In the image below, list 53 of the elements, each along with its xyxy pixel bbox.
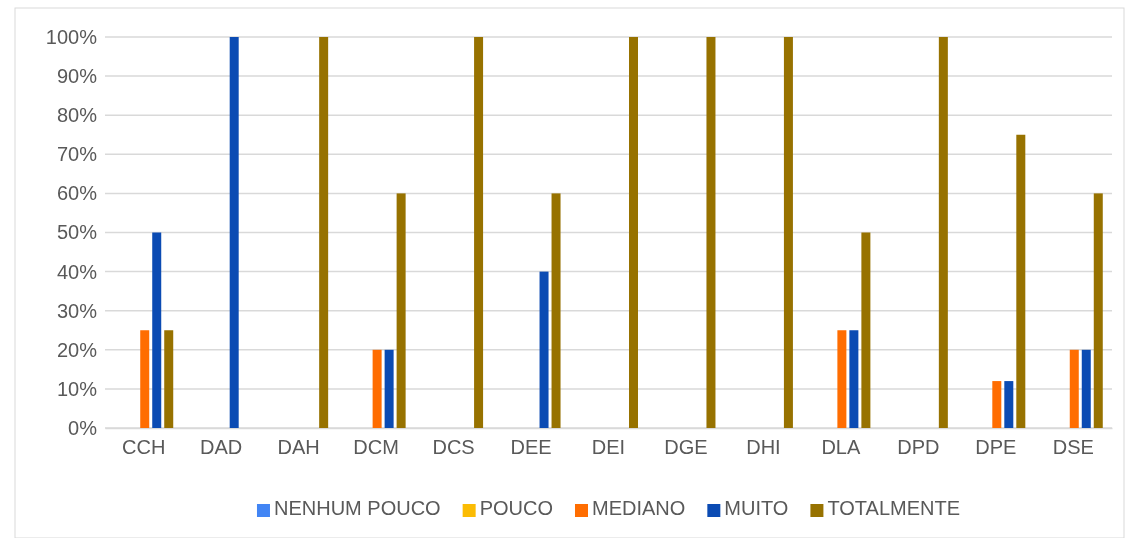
y-tick-label: 100% <box>45 25 98 48</box>
bar <box>551 193 561 428</box>
bar <box>837 330 847 428</box>
x-tick-label: DEI <box>591 436 626 459</box>
bar <box>152 232 162 428</box>
bar <box>384 349 394 428</box>
bar <box>1069 349 1079 428</box>
x-tick-label: DAH <box>277 436 320 459</box>
bar <box>1081 349 1091 428</box>
y-tick-label: 50% <box>56 221 98 244</box>
legend-label: MEDIANO <box>591 497 686 519</box>
y-tick-label: 30% <box>56 299 98 322</box>
x-tick-label: DPD <box>897 436 940 459</box>
x-tick-label: DCM <box>353 436 399 459</box>
bar <box>396 193 406 428</box>
legend-label: TOTALMENTE <box>827 497 961 519</box>
y-tick-label: 80% <box>56 104 98 127</box>
bar <box>319 37 329 428</box>
x-tick-label: DPE <box>975 436 1017 459</box>
x-tick-label: DLA <box>821 436 861 459</box>
bar <box>539 271 549 428</box>
x-tick-label: DAD <box>200 436 243 459</box>
legend-label: NENHUM POUCO <box>273 497 441 519</box>
bar <box>164 330 174 428</box>
y-tick-label: 10% <box>56 377 98 400</box>
bar <box>1093 193 1103 428</box>
bar <box>229 37 239 428</box>
bar <box>140 330 150 428</box>
y-tick-label: 90% <box>56 65 98 87</box>
y-tick-label: 40% <box>56 260 98 283</box>
y-tick-label: 0% <box>68 416 98 439</box>
x-tick-label: CCH <box>122 436 166 459</box>
x-tick-label: DGE <box>664 436 708 459</box>
bar <box>629 37 638 428</box>
legend-label: MUITO <box>724 497 789 519</box>
bar <box>861 232 871 428</box>
bar <box>1016 134 1026 428</box>
y-tick-label: 70% <box>56 143 98 166</box>
x-tick-label: DHI <box>746 436 781 459</box>
y-tick-label: 60% <box>56 182 98 205</box>
bar <box>474 37 484 428</box>
bar <box>938 37 948 428</box>
y-tick-label: 20% <box>56 338 98 361</box>
x-tick-label: DSE <box>1052 436 1094 459</box>
bar <box>992 381 1002 428</box>
bar <box>849 330 859 428</box>
x-tick-label: DEE <box>510 436 552 459</box>
bar <box>1004 381 1014 428</box>
bar <box>372 349 382 428</box>
legend-label: POUCO <box>479 497 553 519</box>
bar <box>706 37 716 428</box>
bar <box>783 37 793 428</box>
x-tick-label: DCS <box>432 436 475 459</box>
